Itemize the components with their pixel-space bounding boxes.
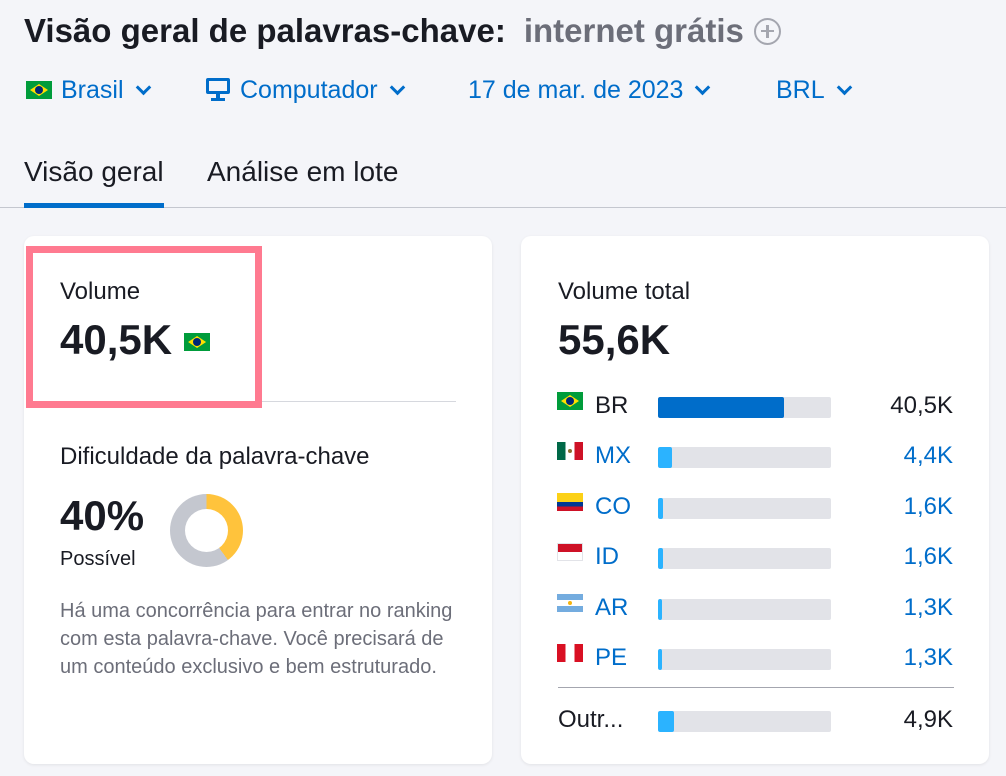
total-volume-card: Volume total 55,6K BR 40,5K MX 4,4K CO 1,6K ID… — [521, 236, 989, 764]
filter-bar: Brasil Computador 17 de mar. de 2023 BRL — [0, 74, 1006, 106]
date-selector[interactable]: 17 de mar. de 2023 — [468, 74, 711, 106]
country-volume-value[interactable]: 1,3K — [903, 644, 953, 671]
country-row[interactable]: CO 1,6K — [521, 492, 989, 523]
chevron-down-icon — [695, 79, 711, 95]
device-selector[interactable]: Computador — [206, 74, 405, 106]
volume-bar — [658, 598, 663, 620]
brazil-flag-icon — [26, 81, 52, 99]
country-label: Brasil — [61, 75, 124, 104]
country-flag-icon — [557, 492, 583, 511]
volume-bar — [658, 397, 785, 418]
volume-bar — [658, 447, 672, 469]
tab-bar: Visão geral Análise em lote — [0, 150, 1006, 208]
country-flag-icon — [557, 593, 583, 612]
other-countries-label: Outr... — [558, 706, 624, 733]
volume-value-group: 40,5K — [60, 316, 211, 364]
volume-bar-track — [658, 447, 831, 469]
volume-bar-track — [658, 548, 831, 570]
desktop-icon — [206, 78, 230, 102]
country-flag-icon — [557, 543, 583, 562]
difficulty-status: Possível — [60, 548, 136, 570]
other-volume-bar — [658, 711, 674, 732]
device-label: Computador — [240, 75, 378, 104]
chevron-down-icon — [836, 79, 852, 95]
brazil-flag-icon — [184, 333, 211, 351]
country-volume-value[interactable]: 1,3K — [903, 593, 953, 621]
country-row[interactable]: PE 1,3K — [521, 644, 989, 674]
tab-overview[interactable]: Visão geral — [24, 150, 164, 208]
difficulty-value: 40% — [60, 492, 145, 539]
country-code[interactable]: AR — [595, 593, 629, 621]
country-flag-icon — [557, 442, 583, 461]
country-row[interactable]: MX 4,4K — [521, 442, 989, 472]
volume-value: 40,5K — [60, 316, 173, 363]
volume-bar — [658, 497, 664, 519]
country-code: BR — [595, 392, 629, 419]
difficulty-description: Há uma concorrência para entrar no ranki… — [60, 600, 453, 678]
other-divider — [558, 687, 954, 688]
volume-bar-track — [658, 497, 831, 519]
country-row[interactable]: ID 1,6K — [521, 543, 989, 573]
volume-bar — [658, 548, 664, 570]
volume-divider — [262, 401, 456, 402]
chevron-down-icon — [135, 79, 151, 95]
country-selector[interactable]: Brasil — [26, 74, 151, 106]
country-flag-icon — [557, 392, 583, 410]
volume-bar-track — [658, 598, 831, 620]
volume-bar-track — [658, 649, 831, 670]
country-code[interactable]: MX — [595, 442, 631, 470]
country-code[interactable]: CO — [595, 492, 631, 520]
country-volume-value: 40,5K — [890, 392, 953, 419]
keyword-title: internet grátis — [523, 12, 744, 49]
country-volume-value[interactable]: 1,6K — [903, 492, 953, 520]
date-label: 17 de mar. de 2023 — [468, 75, 684, 104]
country-volume-value[interactable]: 1,6K — [903, 543, 953, 571]
difficulty-label: Dificuldade da palavra-chave — [60, 443, 370, 470]
country-row[interactable]: AR 1,3K — [521, 593, 989, 624]
total-volume-value: 55,6K — [558, 316, 671, 363]
volume-bar — [658, 649, 663, 670]
add-keyword-icon[interactable] — [753, 17, 781, 45]
difficulty-donut-chart — [170, 494, 243, 567]
other-countries-value: 4,9K — [903, 706, 953, 733]
volume-bar-track — [658, 397, 831, 418]
country-row: BR 40,5K — [521, 392, 989, 422]
currency-selector[interactable]: BRL — [776, 74, 852, 106]
country-volume-value[interactable]: 4,4K — [903, 442, 953, 470]
chevron-down-icon — [389, 79, 405, 95]
currency-label: BRL — [776, 75, 825, 104]
page-header: Visão geral de palavras-chave: internet … — [24, 12, 781, 50]
country-code[interactable]: ID — [595, 543, 619, 571]
country-code[interactable]: PE — [595, 644, 628, 671]
other-countries-row: Outr... 4,9K — [521, 706, 989, 736]
country-flag-icon — [557, 644, 583, 662]
tab-batch-analysis[interactable]: Análise em lote — [207, 156, 399, 187]
other-volume-bar-track — [658, 711, 831, 732]
total-volume-label: Volume total — [558, 278, 691, 305]
volume-highlight-box — [26, 246, 262, 408]
page-title: Visão geral de palavras-chave: — [24, 12, 506, 49]
volume-label: Volume — [60, 278, 141, 305]
